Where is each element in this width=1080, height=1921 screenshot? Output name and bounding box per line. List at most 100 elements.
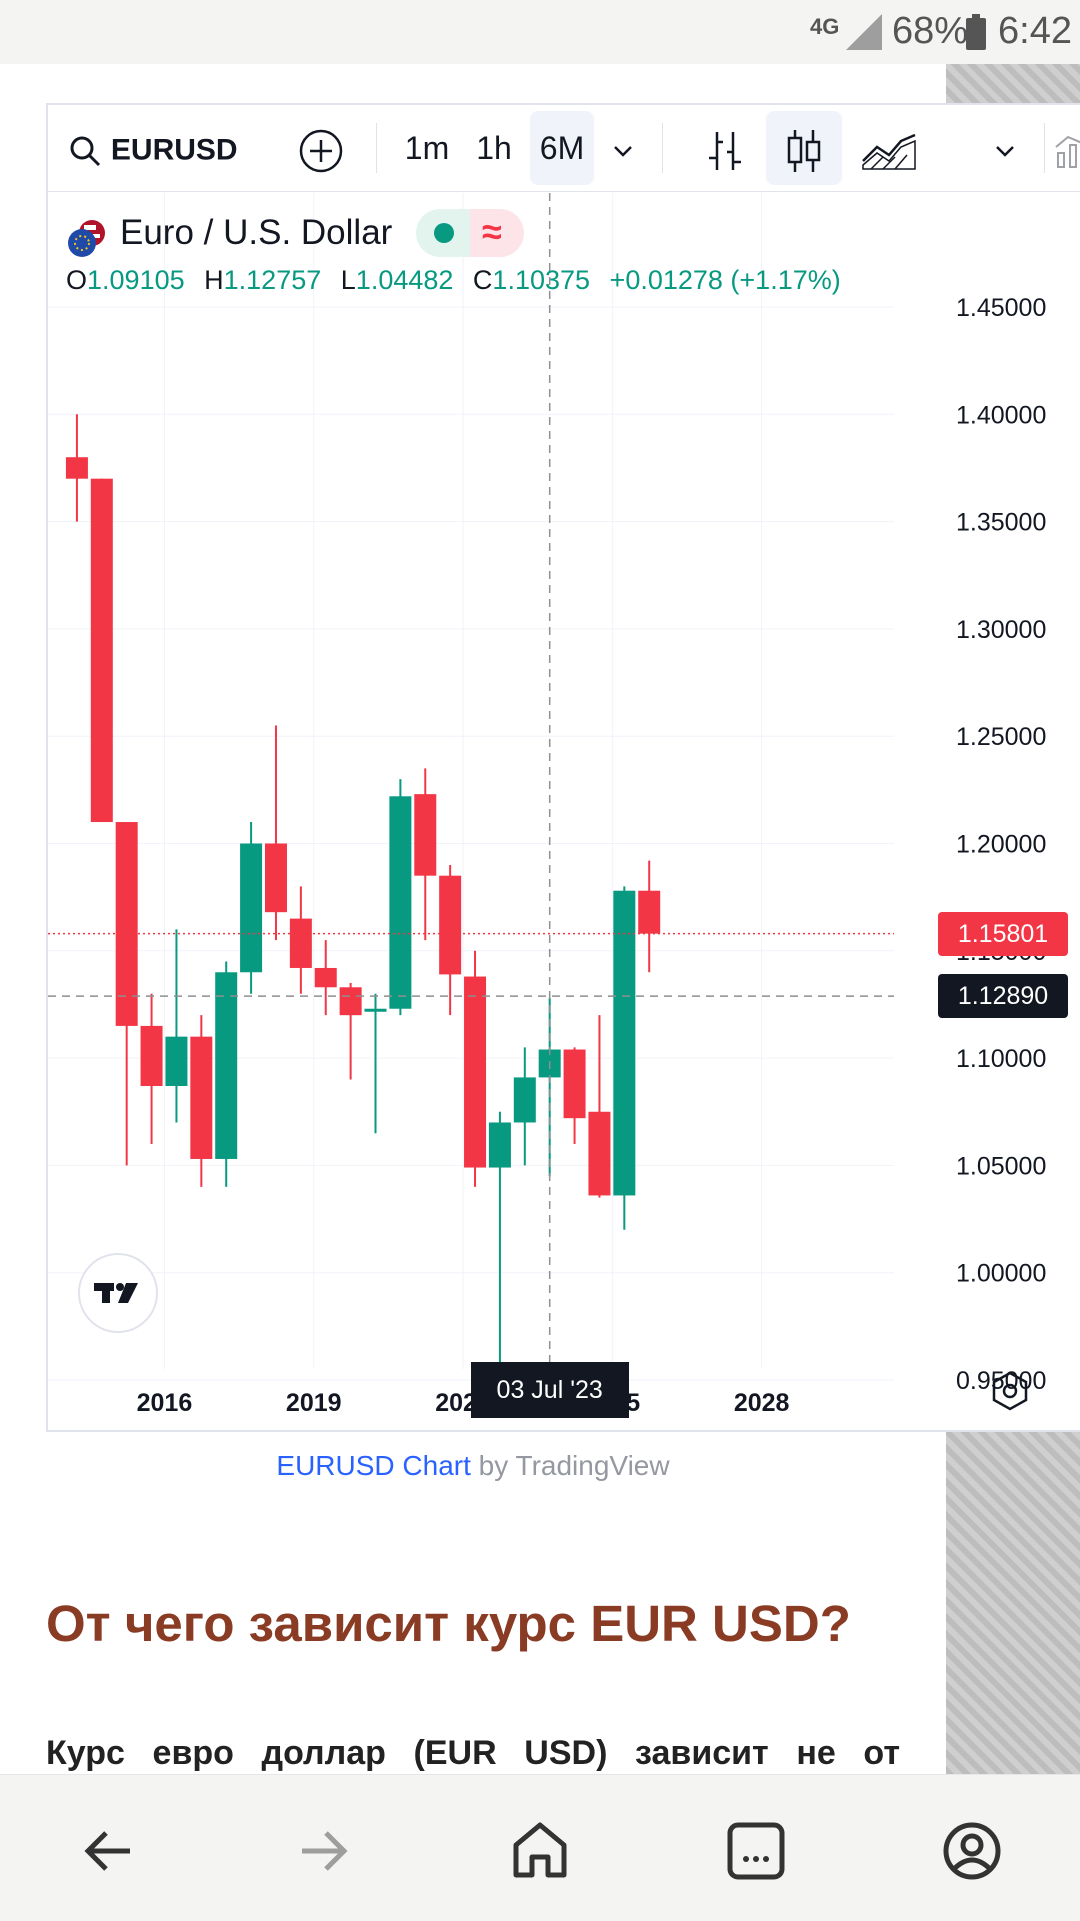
indicators-icon [1055, 135, 1080, 168]
ohlc-values: O1.09105 H1.12757 L1.04482 C1.10375 +0.0… [66, 265, 841, 296]
clock: 6:42 [998, 10, 1072, 52]
battery-icon [966, 14, 986, 50]
tradingview-logo-icon [94, 1283, 138, 1303]
article-heading: От чего зависит курс EUR USD? [46, 1595, 851, 1652]
price-axis-tick-label: 1.20000 [956, 831, 1046, 859]
area-style-icon [862, 133, 916, 170]
candle-up [165, 1036, 188, 1086]
candle-up [240, 843, 263, 973]
candle-up [613, 890, 636, 1196]
open-value: 1.09105 [87, 265, 185, 295]
candle-down [65, 457, 88, 479]
network-indicator: 4G [810, 14, 840, 39]
battery-percent: 68% [892, 10, 969, 52]
price-axis-tick-label: 1.35000 [956, 509, 1046, 537]
symbol-title: Euro / U.S. Dollar [120, 213, 393, 252]
account-button[interactable] [932, 1811, 1012, 1891]
candle-down [289, 918, 312, 968]
market-open-dot-icon [434, 223, 454, 243]
candle-down [90, 478, 113, 823]
home-icon [513, 1822, 567, 1878]
interval-1m-button[interactable]: 1m [404, 130, 450, 166]
candle-down [264, 843, 287, 913]
signal-icon [846, 14, 882, 50]
close-key: C [472, 265, 493, 295]
bar-style-icon [709, 131, 741, 170]
back-arrow-icon [84, 1831, 130, 1871]
last-price-tag: 1.15801 [938, 911, 1068, 956]
interval-dropdown-button[interactable] [598, 111, 648, 185]
bar-style-button[interactable] [688, 111, 762, 185]
back-button[interactable] [68, 1811, 148, 1891]
chart-attribution: EURUSD Chart by TradingView [0, 1450, 946, 1482]
toolbar-separator [662, 123, 663, 173]
indicators-button[interactable] [1052, 111, 1080, 185]
low-value: 1.04482 [355, 265, 454, 295]
tradingview-logo[interactable] [78, 1253, 158, 1333]
price-axis-tick-label: 1.25000 [956, 723, 1046, 751]
open-key: O [66, 265, 88, 295]
high-key: H [204, 265, 224, 295]
price-axis-tick-label: 1.45000 [956, 294, 1046, 322]
tradingview-widget: EURUSD 1m 1h 6M [46, 103, 1080, 1432]
search-icon [70, 136, 101, 166]
candle-down [414, 794, 437, 876]
candle-down [439, 875, 462, 975]
close-value: 1.10375 [492, 265, 591, 295]
area-style-button[interactable] [854, 111, 924, 185]
price-axis-tick-label: 0.95000 [956, 1367, 1046, 1395]
candle-down [339, 987, 362, 1016]
tabs-icon [727, 1822, 785, 1880]
tabs-button[interactable] [716, 1811, 796, 1891]
candle-down [115, 822, 138, 1026]
candle-up [215, 972, 238, 1159]
crosshair-price-tag: 1.12890 [938, 974, 1068, 1019]
compare-symbol-button[interactable] [294, 111, 348, 185]
plus-circle-icon [299, 129, 343, 172]
candle-down [464, 976, 487, 1168]
interval-6m-button[interactable]: 6M [530, 111, 594, 185]
change-value: +0.01278 (+1.17%) [609, 265, 841, 295]
price-chart[interactable]: 1.45000 1.40000 1.35000 1.30000 1.25000 1.200… [48, 193, 1080, 1430]
candle-up [488, 1122, 511, 1168]
low-key: L [340, 265, 356, 295]
forward-button[interactable] [284, 1811, 364, 1891]
symbol-flag-icon [68, 220, 105, 257]
attribution-by: by TradingView [470, 1450, 670, 1481]
style-dropdown-button[interactable] [982, 111, 1028, 185]
candle-up [364, 1008, 387, 1012]
candle-down [563, 1049, 586, 1119]
eurusd-chart-link[interactable]: EURUSD Chart [276, 1450, 471, 1481]
market-status-badge[interactable]: ≈ [416, 209, 524, 257]
candle-style-icon [787, 129, 821, 172]
candle-down [638, 890, 661, 934]
toolbar-separator [376, 123, 377, 173]
high-value: 1.12757 [223, 265, 322, 295]
candle-down [314, 967, 337, 988]
delayed-data-label: ≈ [482, 211, 502, 252]
time-axis-tick-label: 2028 [734, 1389, 790, 1417]
toolbar-separator [1044, 123, 1045, 173]
candle-up [389, 796, 412, 1009]
symbol-name: EURUSD [110, 133, 238, 167]
status-bar: 4G 68% 6:42 [0, 0, 1080, 64]
candle-down [140, 1025, 163, 1086]
price-axis-tick-label: 1.00000 [956, 1260, 1046, 1288]
time-axis-tick-label: 2016 [137, 1389, 193, 1417]
price-axis-tick-label: 1.10000 [956, 1045, 1046, 1073]
account-icon [943, 1822, 1001, 1880]
crosshair-date-tag: 03 Jul '23 [470, 1362, 629, 1418]
chart-toolbar: EURUSD 1m 1h 6M [48, 105, 1080, 192]
chevron-down-icon [996, 145, 1014, 157]
price-axis-tick-label: 1.40000 [956, 401, 1046, 429]
candle-down [588, 1111, 611, 1196]
interval-1h-button[interactable]: 1h [476, 130, 512, 166]
candle-style-button[interactable] [766, 111, 842, 185]
chart-settings-icon[interactable] [988, 1369, 1032, 1413]
symbol-search-button[interactable]: EURUSD [68, 111, 238, 185]
forward-arrow-icon [302, 1831, 348, 1871]
article-paragraph: Курс евро доллар (EUR USD) зависит не от [46, 1734, 900, 1772]
price-axis-tick-label: 1.30000 [956, 616, 1046, 644]
chevron-down-icon [614, 145, 632, 157]
home-button[interactable] [500, 1811, 580, 1891]
